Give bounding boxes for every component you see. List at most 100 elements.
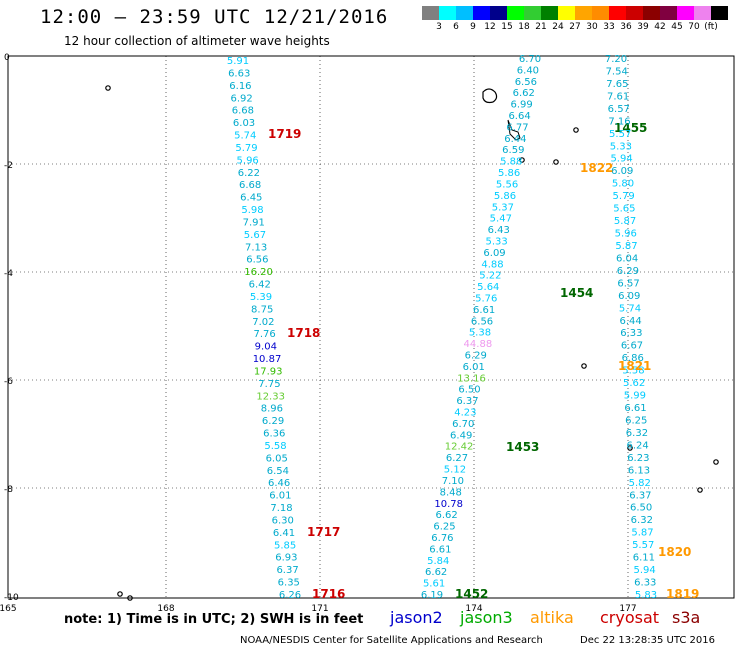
wave-height-value: 5.88 [500,157,522,168]
satellite-legend-altika: altika [530,608,574,627]
wave-height-value: 13.16 [457,373,486,384]
island-outline [697,487,703,493]
wave-height-value: 4.23 [454,408,476,419]
y-tick-label: -6 [4,377,13,387]
colorbar-label: 3 [436,22,442,32]
wave-height-value: 5.86 [498,168,520,179]
wave-height-value: 6.27 [446,453,468,464]
colorbar-swatch [643,6,660,20]
wave-height-value: 5.99 [624,391,646,402]
wave-height-value: 6.33 [634,578,656,589]
wave-height-value: 8.48 [440,487,462,498]
colorbar-label: 15 [501,22,513,32]
wave-height-value: 5.58 [622,366,644,377]
axis-ticks: 165 168 171 174 177 0 -2 -4 -6 -8 -10 [0,53,637,614]
wave-height-value: 6.01 [269,491,291,502]
colorbar-label: 70 [688,22,700,32]
wave-height-value: 5.80 [612,179,634,190]
wave-height-value: 5.12 [444,465,466,476]
wave-height-value: 6.61 [473,305,495,316]
wave-height-value: 6.62 [513,88,535,99]
wave-height-value: 5.57 [632,540,654,551]
wave-height-value: 7.91 [243,217,265,228]
wave-height-value: 7.13 [245,242,267,253]
colorbar-label: 18 [518,22,530,32]
island-outline [507,119,521,141]
pass-time-label: 1820 [658,545,691,559]
wave-height-value: 5.91 [227,56,249,67]
map-subtitle: 12 hour collection of altimeter wave hei… [64,34,330,48]
wave-height-value: 5.22 [479,271,501,282]
pass-time-label: 1454 [560,286,593,300]
wave-height-value: 6.57 [608,104,630,115]
wave-height-value: 7.65 [606,79,628,90]
wave-height-value: 6.40 [517,65,539,76]
wave-height-value: 6.23 [627,453,649,464]
wave-height-value: 5.47 [490,214,512,225]
colorbar-swatch [677,6,694,20]
wave-height-value: 6.44 [620,316,642,327]
colorbar-label: 12 [484,22,496,32]
wave-height-value: 7.16 [608,116,630,127]
colorbar-label: 33 [603,22,615,32]
wave-height-value: 5.98 [241,205,263,216]
island-outline [482,88,498,104]
satellite-legend-jason2: jason2 [390,608,443,627]
pass-time-label: 1822 [580,161,613,175]
wave-height-value: 6.62 [425,567,447,578]
wave-height-value: 6.56 [246,255,268,266]
colorbar-swatch [541,6,558,20]
wave-height-value: 7.20 [605,54,627,65]
wave-height-value: 6.45 [240,193,262,204]
pass-time-label: 1717 [307,525,340,539]
wave-height-value: 7.10 [442,476,464,487]
pass-time-label: 1453 [506,440,539,454]
wave-height-value: 10.87 [253,354,282,365]
island-outline [573,127,579,133]
map-grid [8,56,734,598]
colorbar-swatch [422,6,439,20]
wave-height-value: 6.56 [515,77,537,88]
wave-height-value: 6.29 [465,351,487,362]
wave-height-value: 5.79 [235,143,257,154]
colorbar-swatch [609,6,626,20]
wave-height-value: 6.33 [620,328,642,339]
y-tick-label: -10 [4,593,19,603]
wave-height-value: 6.35 [278,578,300,589]
wave-height-value: 6.13 [628,465,650,476]
pass-time-label: 1821 [618,359,651,373]
wave-height-value: 6.61 [429,544,451,555]
wave-height-value: 5.84 [427,556,449,567]
wave-height-value: 5.64 [477,282,499,293]
colorbar-swatch [507,6,524,20]
wave-height-value: 6.32 [631,515,653,526]
wave-height-value: 5.96 [237,155,259,166]
colorbar-label: 24 [552,22,564,32]
pass-time-label: 1716 [312,587,345,601]
colorbar-label: 27 [569,22,581,32]
island-outline [127,595,133,601]
wave-height-value: 5.56 [496,179,518,190]
wave-height-value: 5.37 [492,202,514,213]
colorbar-swatch [473,6,490,20]
wave-height-value: 6.29 [262,416,284,427]
pass-time-label: 1718 [287,326,320,340]
island-outline [519,157,525,163]
colorbar-labels: 3 6 9 12 15 18 21 24 27 30 33 36 39 42 45 70 (ft) [422,22,740,36]
wave-height-value: 6.30 [272,515,294,526]
wave-height-tracks: 5.916.636.166.926.686.035.745.795.966.22… [227,54,700,601]
wave-height-value: 5.94 [610,154,632,165]
wave-height-value: 5.87 [631,528,653,539]
satellite-legend-jason3: jason3 [460,608,513,627]
pass-time-label: 1819 [666,587,699,601]
wave-height-value: 5.83 [635,590,657,601]
wave-height-value: 5.87 [614,216,636,227]
wave-height-value: 5.58 [264,441,286,452]
wave-height-value: 6.16 [229,81,251,92]
colorbar-swatch [490,6,507,20]
x-tick-label: 165 [0,604,17,614]
wave-height-value: 8.75 [251,304,273,315]
wave-height-value: 7.02 [252,317,274,328]
wave-height-value: 44.88 [464,339,493,350]
wave-height-value: 6.86 [622,353,644,364]
